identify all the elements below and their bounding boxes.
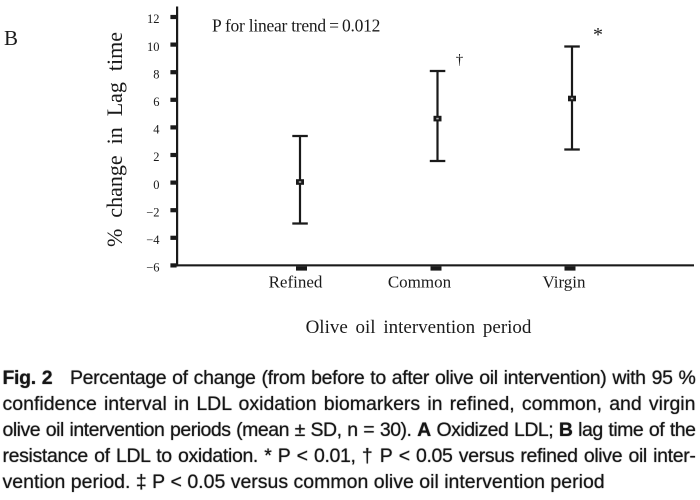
svg-text:4: 4 [153,123,160,137]
svg-text:†: † [456,52,464,68]
svg-text:−2: −2 [146,205,159,219]
svg-text:12: 12 [147,12,160,26]
svg-text:Virgin: Virgin [542,273,586,292]
svg-text:*: * [593,24,603,46]
svg-text:−6: −6 [146,261,159,275]
svg-text:6: 6 [153,95,159,109]
svg-text:Common: Common [388,273,452,292]
svg-text:P for linear trend = 0.012: P for linear trend = 0.012 [212,16,380,36]
svg-text:8: 8 [153,67,159,81]
svg-text:% change in Lag time: % change in Lag time [102,32,127,247]
svg-text:B: B [4,26,18,50]
svg-text:2: 2 [153,150,159,164]
svg-text:10: 10 [147,40,160,54]
svg-text:−4: −4 [146,233,160,247]
svg-text:Olive oil intervention period: Olive oil intervention period [306,317,532,338]
svg-text:Refined: Refined [269,273,323,292]
svg-text:0: 0 [153,178,159,192]
